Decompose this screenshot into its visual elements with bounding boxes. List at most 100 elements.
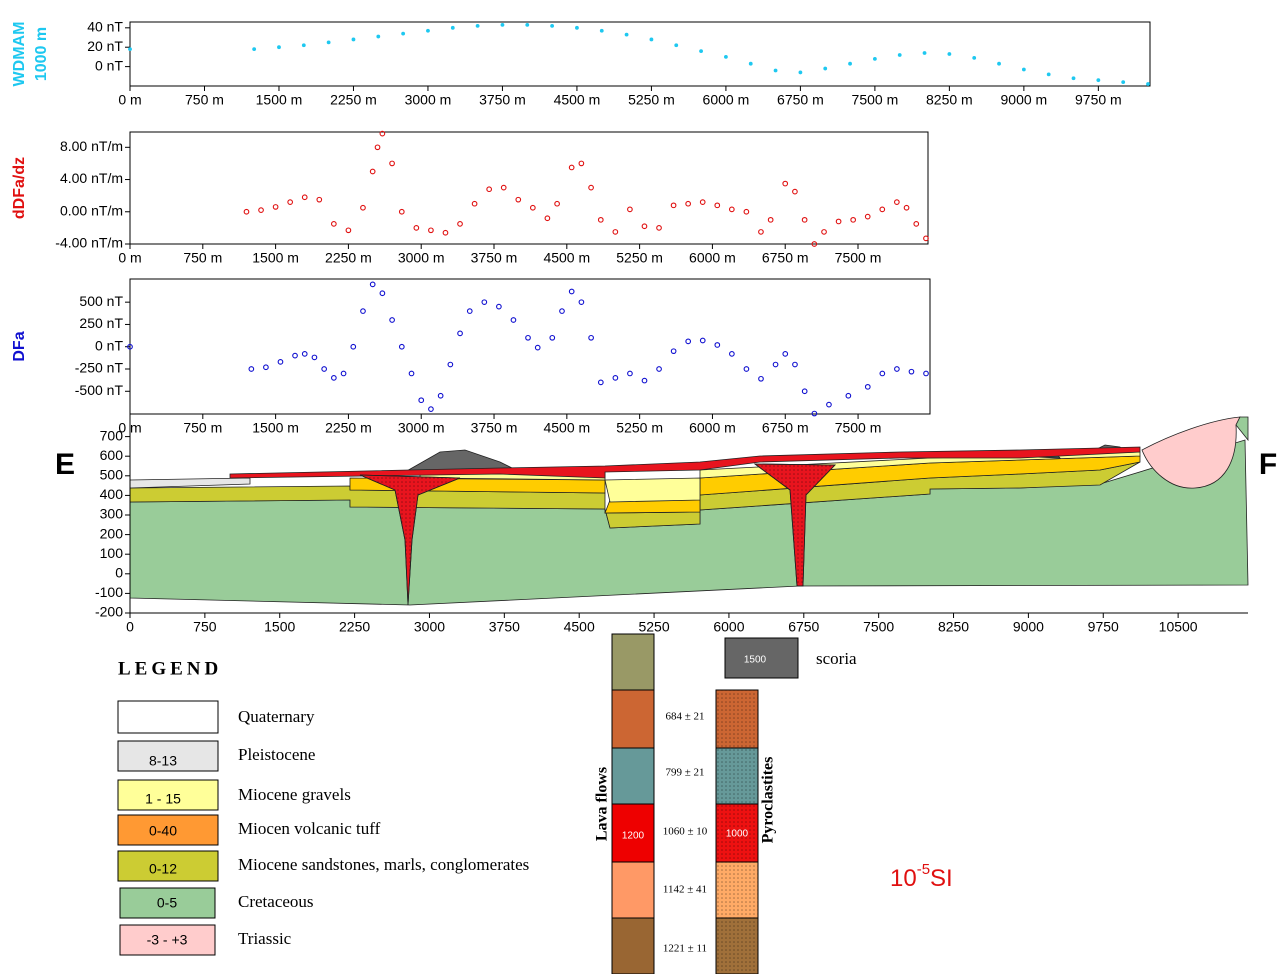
data-point: [370, 282, 375, 287]
data-point: [399, 209, 404, 214]
data-point: [589, 185, 594, 190]
data-point: [768, 218, 773, 223]
data-point: [302, 195, 307, 200]
y-tick-label: 0.00 nT/m: [60, 202, 123, 218]
scoria-label: scoria: [816, 649, 857, 668]
age-label: 1142 ± 41: [663, 884, 707, 896]
data-point: [575, 26, 579, 30]
data-point: [278, 360, 283, 365]
data-point: [895, 200, 900, 205]
x-tick-label: 7500: [863, 619, 894, 635]
data-point: [1047, 72, 1051, 76]
y-tick-label: 500 nT: [79, 293, 123, 309]
side-label: E: [55, 448, 75, 481]
data-point: [625, 33, 629, 37]
y-tick-label: 600: [100, 447, 124, 463]
data-point: [252, 47, 256, 51]
data-point: [302, 43, 306, 47]
x-tick-label: 5250: [638, 619, 669, 635]
legend-value: 0-40: [149, 823, 177, 839]
y-tick-label: -4.00 nT/m: [55, 235, 123, 251]
data-point: [798, 71, 802, 75]
data-point: [401, 32, 405, 36]
data-point: [802, 389, 807, 394]
data-point: [827, 402, 832, 407]
data-point: [904, 205, 909, 210]
legend-label: Miocene sandstones, marls, conglomerates: [238, 855, 529, 874]
data-point: [525, 23, 529, 27]
data-point: [671, 349, 676, 354]
data-point: [783, 352, 788, 357]
x-tick-label: 8250: [938, 619, 969, 635]
data-point: [972, 56, 976, 60]
x-tick-label: 3000 m: [405, 92, 452, 108]
data-point: [865, 214, 870, 219]
data-point: [390, 161, 395, 166]
data-point: [642, 224, 647, 229]
data-point: [429, 407, 434, 412]
data-point: [923, 51, 927, 55]
data-point: [400, 344, 405, 349]
data-point: [351, 344, 356, 349]
x-tick-label: 2250 m: [330, 92, 377, 108]
data-point: [317, 197, 322, 202]
data-point: [1022, 68, 1026, 72]
data-point: [744, 367, 749, 372]
data-point: [414, 226, 419, 231]
data-point: [467, 309, 472, 314]
y-tick-label: 400: [100, 486, 124, 502]
data-point: [674, 43, 678, 47]
data-point: [700, 338, 705, 343]
x-tick-label: 750 m: [183, 420, 222, 436]
y-tick-label: 0: [115, 565, 123, 581]
data-point: [700, 200, 705, 205]
data-point: [535, 345, 540, 350]
data-point: [699, 49, 703, 53]
legend-value: 1 - 15: [145, 791, 181, 807]
y-tick-label: 0 nT: [95, 57, 123, 73]
data-point: [346, 228, 351, 233]
legend-label: Pleistocene: [238, 745, 315, 764]
x-tick-label: 1500: [264, 619, 295, 635]
x-tick-label: 9000: [1013, 619, 1044, 635]
data-point: [873, 57, 877, 61]
x-tick-label: 0 m: [118, 250, 141, 266]
data-point: [686, 201, 691, 206]
x-tick-label: 3000: [414, 619, 445, 635]
x-tick-label: 750 m: [185, 92, 224, 108]
data-point: [715, 343, 720, 348]
data-point: [880, 371, 885, 376]
data-point: [1146, 82, 1150, 86]
x-tick-label: 9000 m: [1001, 92, 1048, 108]
data-point: [1072, 76, 1076, 80]
x-tick-label: 0: [126, 619, 134, 635]
x-tick-label: 0 m: [118, 420, 141, 436]
x-tick-label: 1500 m: [252, 250, 299, 266]
data-point: [759, 377, 764, 382]
data-point: [569, 289, 574, 294]
data-point: [802, 218, 807, 223]
x-tick-label: 2250 m: [325, 250, 372, 266]
y-tick-label: -500 nT: [75, 382, 124, 398]
data-point: [744, 209, 749, 214]
x-tick-label: 3750 m: [471, 420, 518, 436]
data-point: [613, 376, 618, 381]
x-tick-label: 9750: [1088, 619, 1119, 635]
data-point: [793, 362, 798, 367]
x-tick-label: 3000 m: [398, 420, 445, 436]
y-tick-label: 20 nT: [87, 38, 123, 54]
data-point: [569, 165, 574, 170]
data-point: [555, 201, 560, 206]
data-point: [273, 205, 278, 210]
plot-frame: [130, 22, 1150, 86]
data-point: [650, 38, 654, 42]
x-tick-label: 6000 m: [689, 250, 736, 266]
data-point: [332, 376, 337, 381]
data-point: [409, 371, 414, 376]
data-point: [1096, 78, 1100, 82]
data-point: [895, 367, 900, 372]
data-point: [288, 200, 293, 205]
legend-label: Triassic: [238, 929, 292, 948]
x-tick-label: 7500 m: [852, 92, 899, 108]
data-point: [128, 47, 132, 51]
